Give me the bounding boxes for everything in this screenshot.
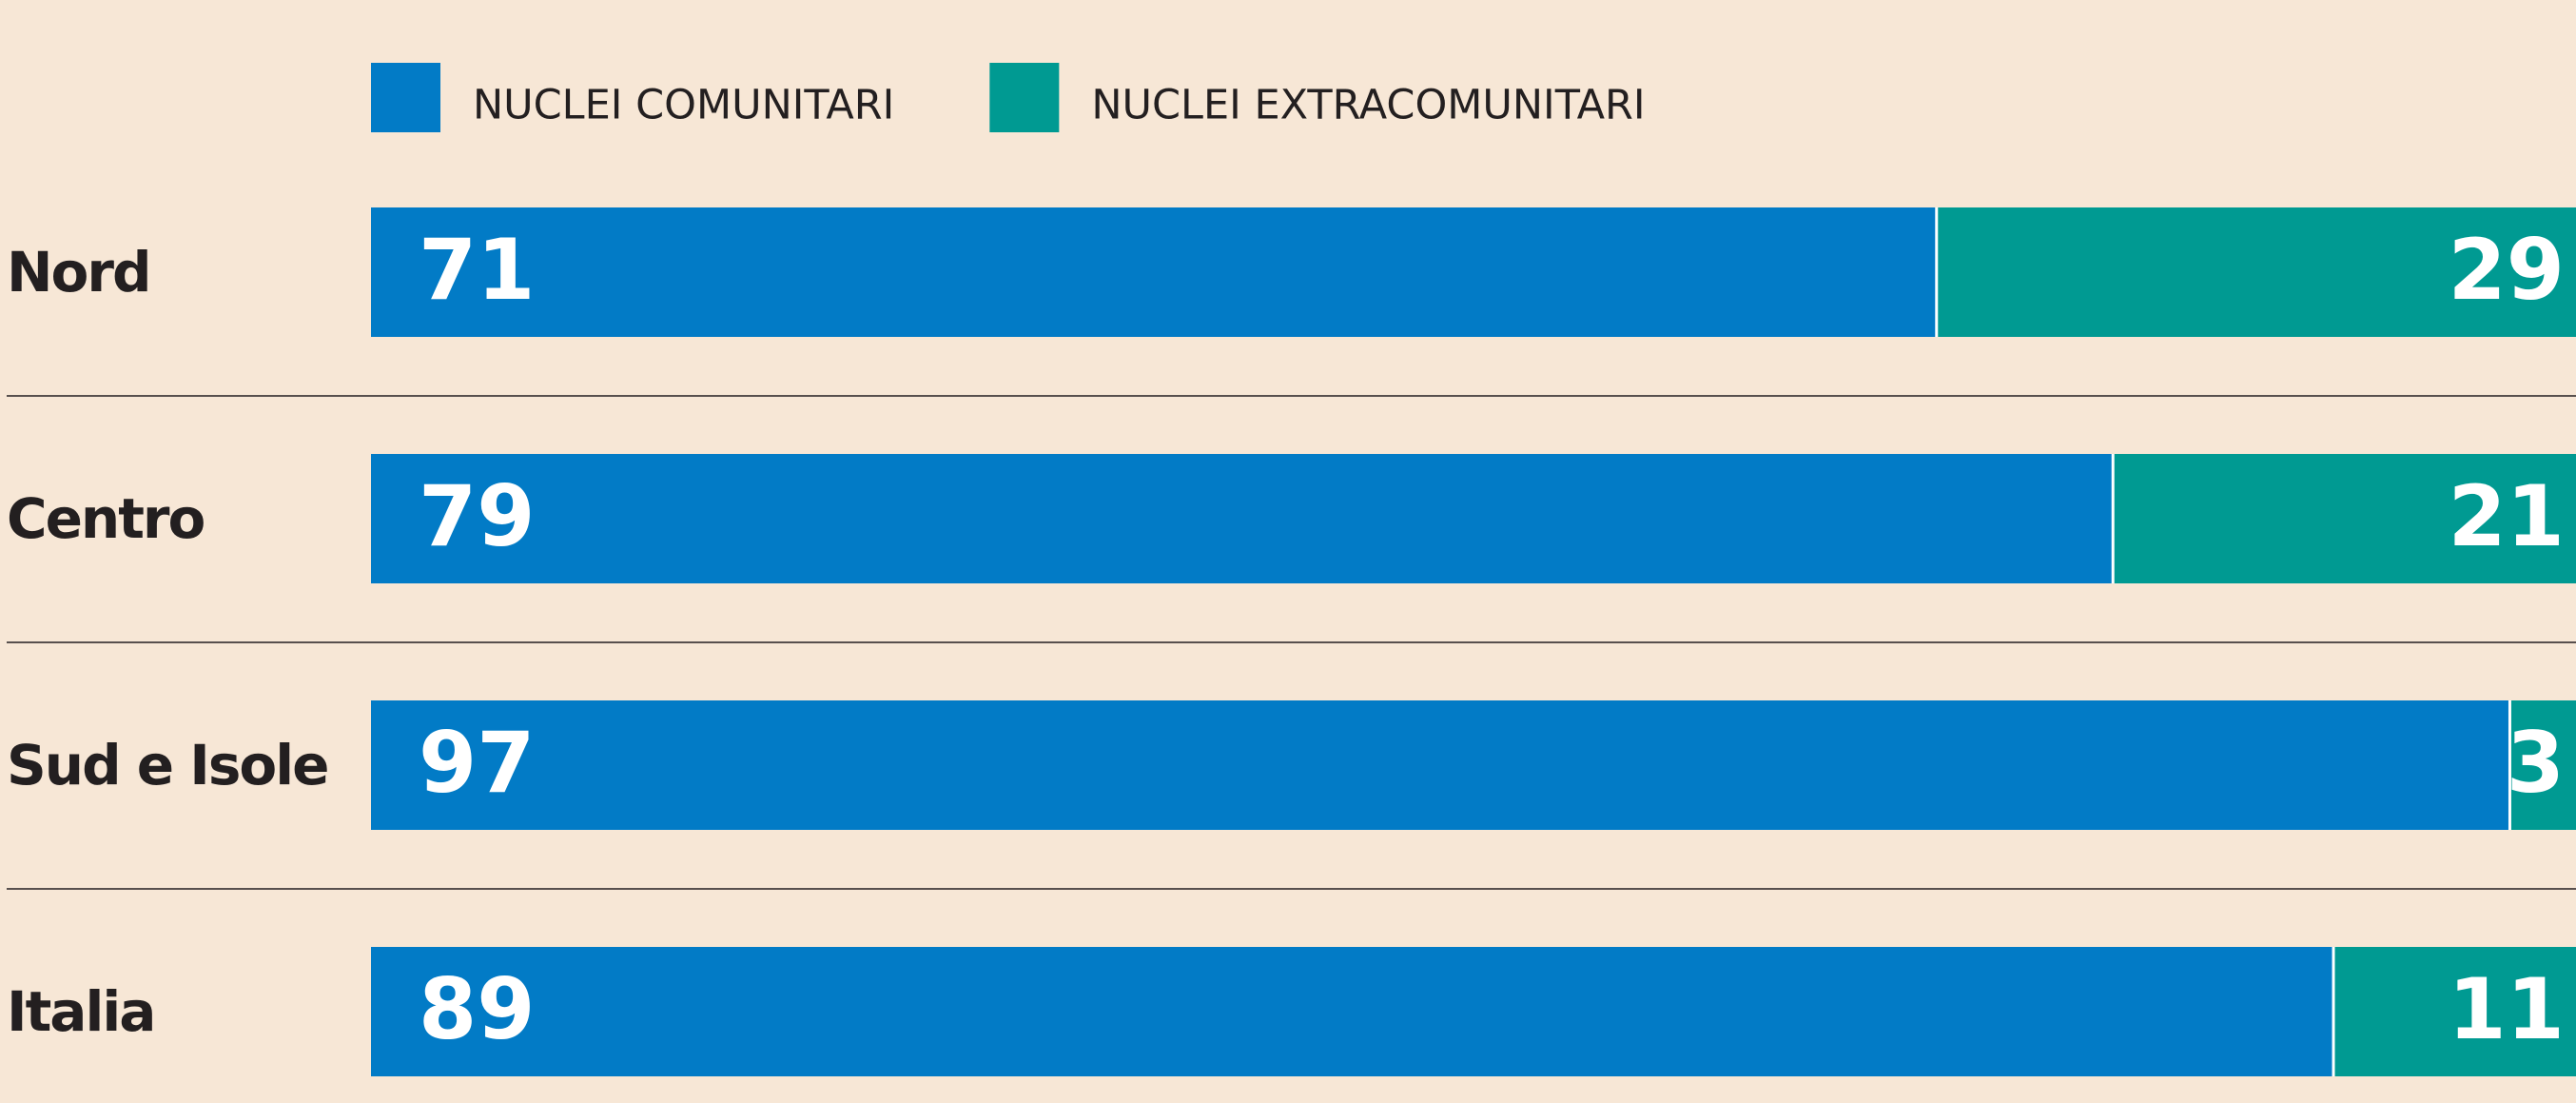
legend-swatch [989, 63, 1060, 132]
bar-segment [371, 947, 2334, 1076]
value-label: 89 [419, 960, 535, 1058]
value-label: 11 [2449, 960, 2565, 1058]
legend-swatch [371, 63, 440, 132]
value-label: 71 [419, 221, 535, 319]
value-label: 3 [2507, 714, 2565, 812]
value-label: 21 [2449, 467, 2565, 565]
category-label: Sud e Isole [7, 733, 327, 798]
bar-segment [1936, 207, 2576, 337]
bar-segment [2113, 454, 2576, 583]
value-label: 97 [419, 714, 535, 812]
bar-segment [2333, 947, 2576, 1076]
category-label: Centro [7, 486, 205, 551]
value-label: 29 [2449, 221, 2565, 319]
bar-segment [371, 454, 2114, 583]
bar-segment [371, 700, 2510, 830]
category-label: Nord [7, 240, 150, 305]
category-label: Italia [7, 979, 154, 1044]
legend-label: NUCLEI EXTRACOMUNITARI [1091, 82, 1645, 129]
bar-segment [371, 207, 1937, 337]
legend-label: NUCLEI COMUNITARI [473, 82, 894, 129]
bar-segment [2509, 700, 2576, 830]
value-label: 79 [419, 467, 535, 565]
